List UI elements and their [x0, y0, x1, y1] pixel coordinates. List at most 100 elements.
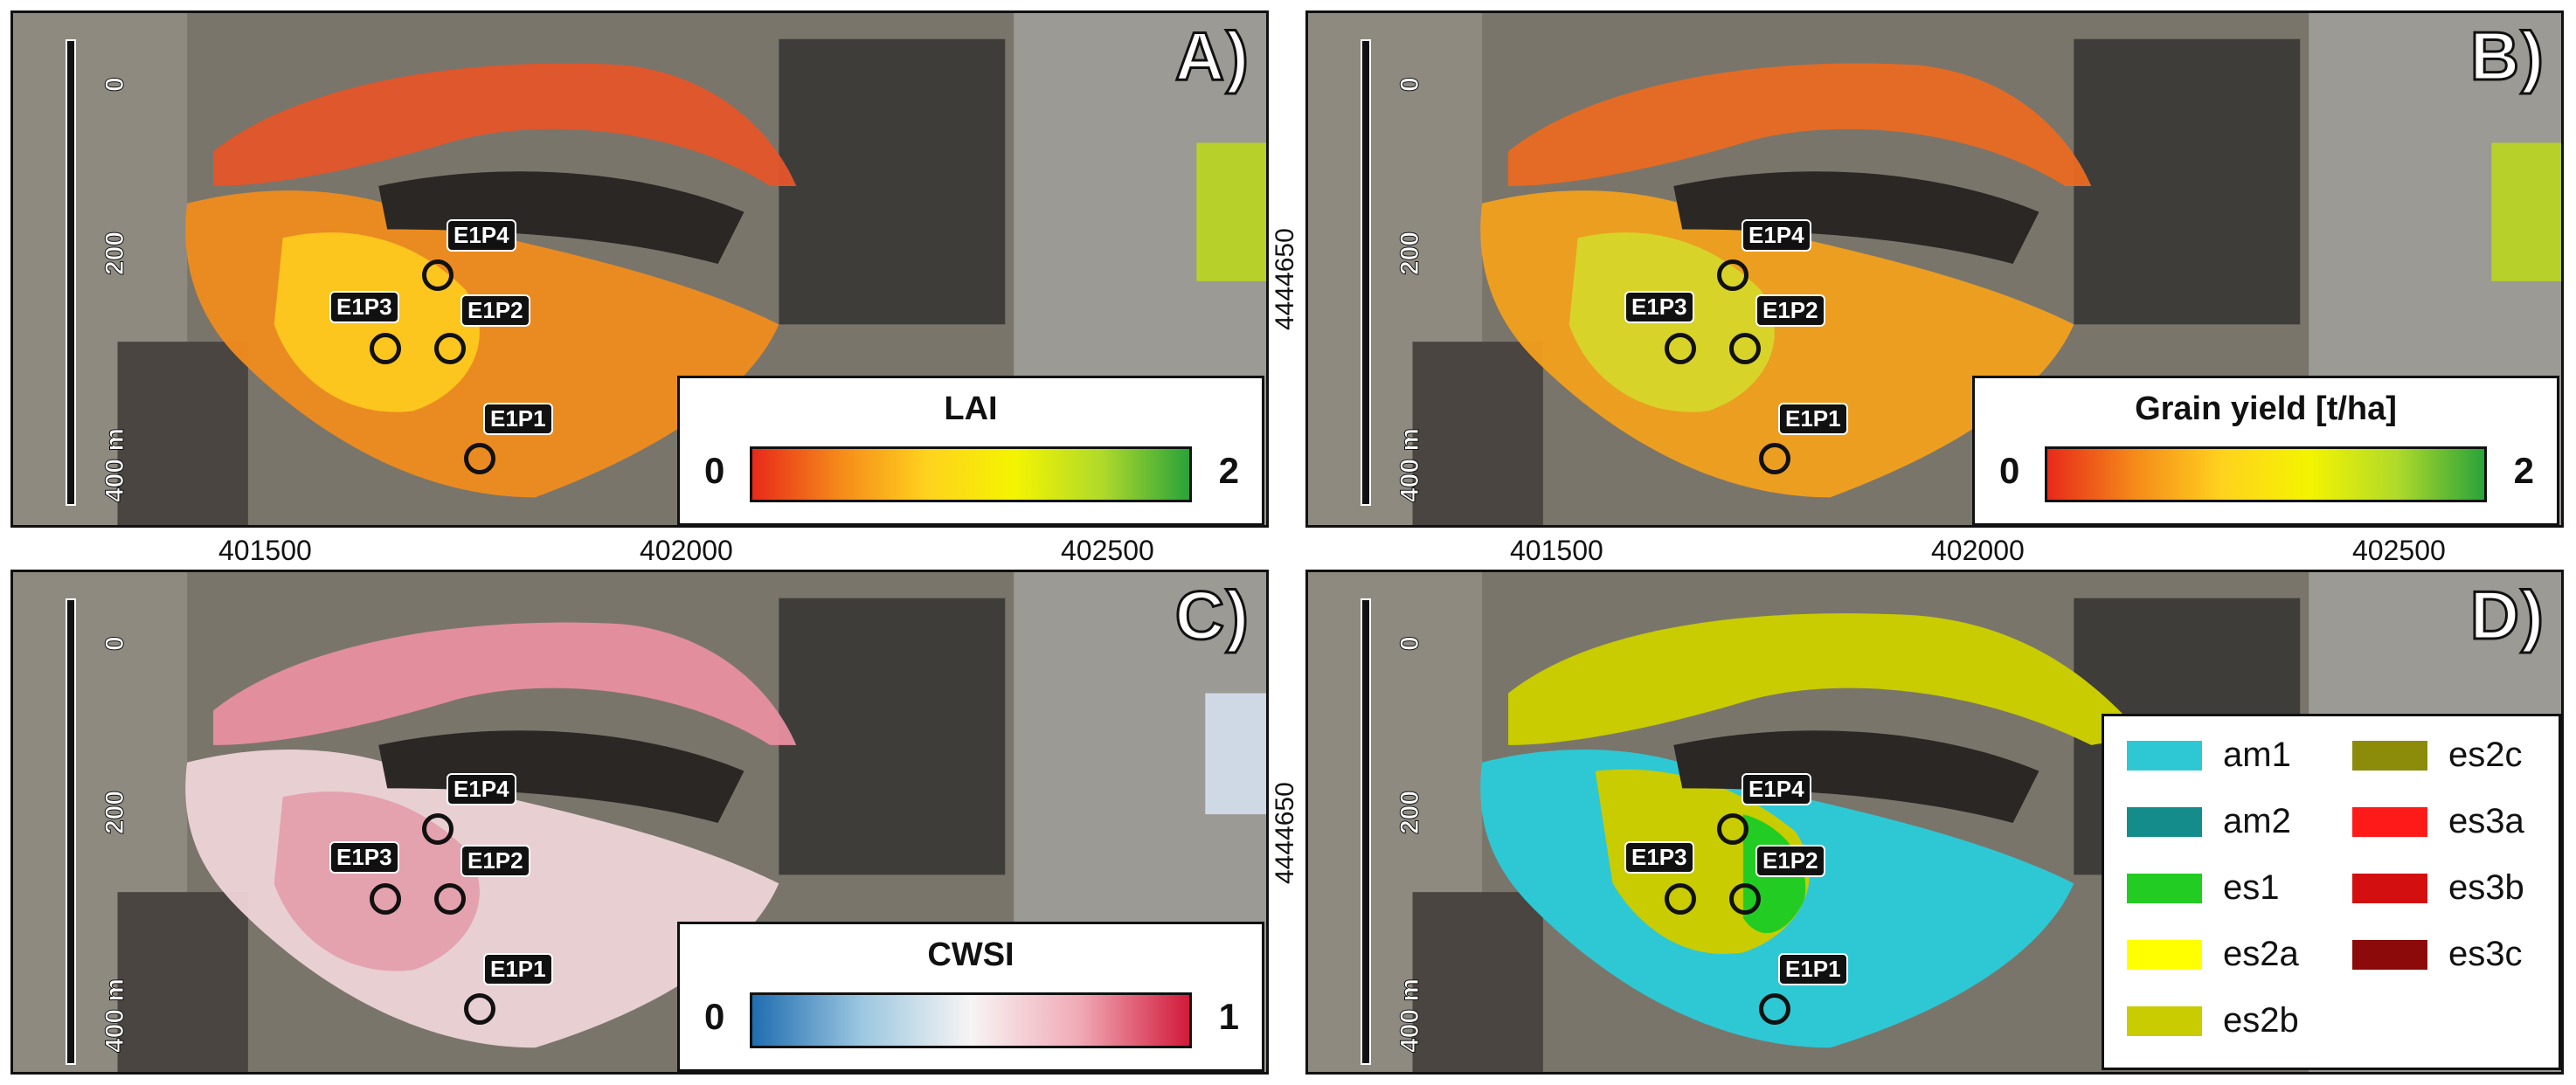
sample-point-marker [1729, 333, 1761, 364]
y-tick-label: 4444650 [1271, 228, 1299, 330]
legend-min: 0 [1999, 450, 2020, 491]
scale-label-400: 400 m [1395, 978, 1425, 1053]
panel-a-label: A) [1174, 17, 1250, 96]
panel-b-label: B) [2469, 17, 2545, 96]
panel-d-label: D) [2469, 576, 2545, 655]
sample-point-label: E1P3 [1624, 841, 1694, 874]
map-panel-c: C) 0 200 400 m E1P4 E1P3 E1P2 E1P1 CWSI … [10, 570, 1269, 1075]
x-tick-label: 401500 [218, 535, 312, 566]
sample-point-marker [1665, 333, 1696, 364]
legend-item-label: es2a [2223, 935, 2299, 973]
colorbar-lai [750, 446, 1192, 502]
sample-point-label: E1P1 [1778, 403, 1848, 435]
legend-swatch [2127, 806, 2202, 837]
legend-item-label: am2 [2223, 802, 2291, 840]
legend-title: CWSI [927, 936, 1014, 973]
x-tick-label: 402500 [1061, 535, 1154, 566]
legend-item: es2a [2127, 935, 2299, 974]
sample-point-marker [1759, 443, 1790, 474]
x-tick-label: 402000 [1931, 535, 2025, 566]
x-tick-label: 402500 [2352, 535, 2446, 566]
legend-grain-yield: Grain yield [t/ha] 0 2 [1972, 376, 2559, 525]
scale-bar [66, 598, 76, 1065]
scale-label-0: 0 [1395, 636, 1425, 652]
sample-point-marker [1729, 883, 1761, 915]
legend-max: 2 [2513, 450, 2534, 491]
legend-zone-classes: am1 es2c am2 es3a es1 es3b es2a es3c [2102, 714, 2561, 1070]
legend-item-label: es3a [2448, 802, 2524, 840]
sample-point-marker [370, 883, 401, 915]
sample-point-label: E1P1 [483, 953, 553, 985]
scale-label-0: 0 [100, 77, 130, 93]
legend-item-label: es3b [2448, 868, 2524, 907]
sample-point-marker [1717, 813, 1748, 845]
scale-label-0: 0 [1395, 77, 1425, 93]
legend-item-label: es2c [2448, 736, 2523, 774]
legend-item: es2c [2352, 736, 2523, 775]
sample-point-label: E1P3 [329, 291, 399, 323]
legend-item-label: es1 [2223, 868, 2280, 907]
scale-label-200: 200 [1395, 790, 1425, 834]
sample-point-marker [422, 259, 454, 291]
legend-item: es3b [2352, 868, 2524, 908]
sample-point-marker [464, 993, 495, 1025]
scale-label-200: 200 [1395, 231, 1425, 275]
legend-item: es3a [2352, 802, 2524, 841]
legend-item-label: am1 [2223, 736, 2291, 774]
x-tick-label: 402000 [640, 535, 733, 566]
scale-label-400: 400 m [100, 427, 130, 502]
scale-label-200: 200 [100, 790, 130, 834]
sample-point-marker [1717, 259, 1748, 291]
legend-swatch [2127, 939, 2202, 970]
scale-bar [1361, 39, 1371, 506]
legend-max: 2 [1218, 450, 1239, 491]
y-tick-label: 4444650 [1271, 782, 1299, 884]
sample-point-label: E1P4 [1742, 773, 1811, 805]
legend-title: LAI [944, 390, 998, 427]
sample-point-label: E1P4 [1742, 219, 1811, 252]
x-tick-label: 401500 [1510, 535, 1603, 566]
sample-point-marker [422, 813, 454, 845]
scale-bar [1361, 598, 1371, 1065]
legend-swatch [2127, 740, 2202, 771]
sample-point-label: E1P4 [447, 773, 516, 805]
sample-point-label: E1P1 [1778, 953, 1848, 985]
sample-point-marker [434, 333, 466, 364]
sample-point-marker [464, 443, 495, 474]
legend-item-label: es3c [2448, 935, 2523, 973]
map-panel-d: D) 0 200 400 m E1P4 E1P3 E1P2 E1P1 am1 e… [1305, 570, 2564, 1075]
legend-swatch [2352, 740, 2427, 771]
legend-swatch [2352, 873, 2427, 903]
sample-point-label: E1P2 [1755, 845, 1825, 877]
colorbar-grain-yield [2045, 446, 2487, 502]
sample-point-marker [1759, 993, 1790, 1025]
colorbar-cwsi [750, 992, 1192, 1048]
legend-swatch [2352, 806, 2427, 837]
legend-item: es2b [2127, 1001, 2299, 1040]
sample-point-label: E1P4 [447, 219, 516, 252]
legend-swatch [2127, 1006, 2202, 1036]
sample-point-label: E1P1 [483, 403, 553, 435]
scale-label-0: 0 [100, 636, 130, 652]
sample-point-marker [434, 883, 466, 915]
legend-title: Grain yield [t/ha] [2135, 390, 2397, 427]
map-panel-b: B) 0 200 400 m E1P4 E1P3 E1P2 E1P1 Grain… [1305, 10, 2564, 528]
legend-item: es3c [2352, 935, 2523, 974]
scale-label-200: 200 [100, 231, 130, 275]
map-panel-a: A) 0 200 400 m E1P4 E1P3 E1P2 E1P1 LAI 0… [10, 10, 1269, 528]
scale-bar [66, 39, 76, 506]
legend-item: am2 [2127, 802, 2291, 841]
legend-min: 0 [704, 996, 725, 1037]
legend-lai: LAI 0 2 [677, 376, 1264, 525]
sample-point-label: E1P2 [1755, 294, 1825, 327]
sample-point-marker [1665, 883, 1696, 915]
scale-label-400: 400 m [100, 978, 130, 1053]
scale-label-400: 400 m [1395, 427, 1425, 502]
legend-item: am1 [2127, 736, 2291, 775]
legend-item-label: es2b [2223, 1001, 2299, 1040]
sample-point-label: E1P3 [1624, 291, 1694, 323]
sample-point-label: E1P2 [460, 294, 530, 327]
legend-item: es1 [2127, 868, 2280, 908]
panel-c-label: C) [1174, 576, 1250, 655]
legend-swatch [2127, 873, 2202, 903]
